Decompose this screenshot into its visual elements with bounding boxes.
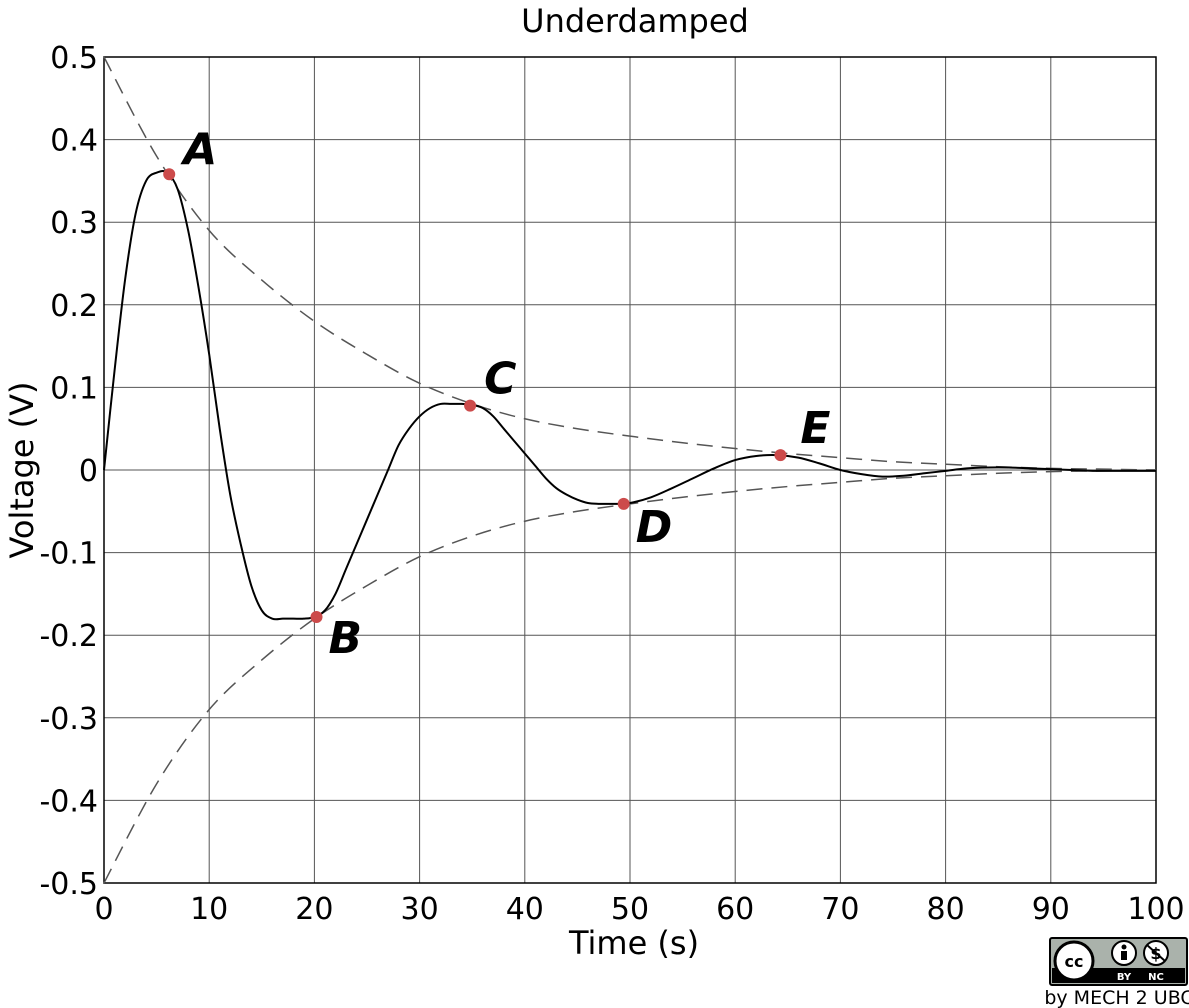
license-nc-text: NC [1148,972,1164,983]
lower-envelope-line [103,469,1157,884]
y-tick-label: 0.4 [50,124,98,159]
envelope-curves [103,56,1157,884]
y-tick-label: -0.2 [39,619,98,654]
attribution-icon-body [1121,951,1127,960]
point-d [617,497,630,510]
y-tick-label: 0 [79,454,98,489]
point-a [163,168,176,181]
x-tick-label: 30 [401,892,439,927]
x-tick-label: 70 [821,892,859,927]
license-badge: cc $ BY NC [1049,937,1188,986]
point-b [310,611,323,624]
y-tick-label: -0.5 [39,867,98,902]
point-label-e: E [800,403,830,454]
point-label-b: B [329,613,363,664]
y-tick-label: 0.1 [50,371,98,406]
y-tick-label: -0.1 [39,537,98,572]
x-axis-label: Time (s) [568,924,699,962]
y-tick-label: 0.5 [50,41,98,76]
y-axis-label: Voltage (V) [3,381,41,558]
x-tick-label: 60 [716,892,754,927]
point-label-d: D [636,502,673,553]
cc-icon-text: cc [1065,952,1084,971]
upper-envelope-line [103,56,1157,471]
grid [103,56,1157,884]
x-tick-labels: 0 10 20 30 40 50 60 70 80 90 100 [94,892,1184,927]
chart-title: Underdamped [521,2,749,40]
x-tick-label: 100 [1127,892,1184,927]
point-label-c: C [484,354,516,405]
point-label-a: A [180,124,217,175]
y-tick-label: 0.3 [50,206,98,241]
x-tick-label: 90 [1032,892,1070,927]
peak-points: A B C D E [163,124,830,664]
x-tick-label: 0 [94,892,113,927]
credit-text: by MECH 2 UBC [1044,987,1189,1008]
x-tick-label: 50 [611,892,649,927]
response-curve-group [103,170,1156,621]
response-curve-line [103,170,1156,621]
y-tick-label: -0.3 [39,702,98,737]
cc-icon [1053,940,1095,982]
y-tick-labels: 0.5 0.4 0.3 0.2 0.1 0 -0.1 -0.2 -0.3 -0.4 -0.5 [39,41,98,902]
attribution-icon-head [1121,944,1127,950]
point-c [464,399,477,412]
y-tick-label: -0.4 [39,784,98,819]
license-by-text: BY [1117,972,1132,983]
x-tick-label: 20 [295,892,333,927]
noncommercial-icon-slash [1146,944,1166,962]
x-tick-label: 40 [506,892,544,927]
x-tick-label: 80 [927,892,965,927]
x-tick-label: 10 [190,892,228,927]
point-e [774,449,787,462]
y-tick-label: 0.2 [50,289,98,324]
